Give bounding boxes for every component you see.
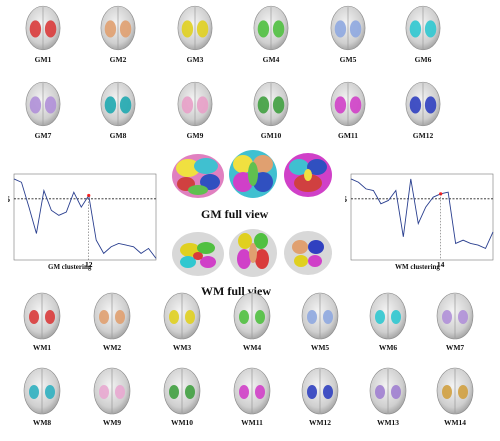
wm11-brain-image [233, 367, 271, 415]
gm5-label: GM5 [339, 55, 357, 64]
gm1-label: GM1 [34, 55, 52, 64]
wm1-brain-image [23, 292, 61, 340]
wm-plot-frame [350, 173, 494, 261]
gm3-brain-image [177, 5, 213, 51]
wm-full-back [284, 231, 332, 275]
wm8-label: WM8 [32, 418, 52, 427]
wm6-label: WM6 [378, 343, 398, 352]
gm8-label: GM8 [109, 131, 127, 140]
wm13-label: WM13 [376, 418, 400, 427]
gm12-brain-image [405, 81, 441, 127]
wm-series-line [350, 178, 494, 250]
wm14-brain-image [436, 367, 474, 415]
wm4-brain-image [233, 292, 271, 340]
gm11-brain-image [330, 81, 366, 127]
wm7-brain-image [436, 292, 474, 340]
wm10-brain-image [163, 367, 201, 415]
gm7-label: GM7 [34, 131, 52, 140]
wm5-brain-image [301, 292, 339, 340]
wm12-label: WM12 [308, 418, 332, 427]
wm2-brain-image [93, 292, 131, 340]
gm-clustering-chart: 0.85 12 [8, 173, 157, 269]
gm-series-line [13, 178, 157, 259]
wm10-label: WM10 [170, 418, 194, 427]
gm-chart-xlabel: GM clustering [48, 263, 92, 271]
wm14-label: WM14 [443, 418, 467, 427]
gm2-brain-image [100, 5, 136, 51]
wm9-brain-image [93, 367, 131, 415]
gm8-brain-image [100, 81, 136, 127]
wm-clustering-chart: 0.85 14 [345, 173, 494, 269]
gm12-label: GM12 [412, 131, 434, 140]
wm5-label: WM5 [310, 343, 330, 352]
gm-full-lateral [172, 154, 224, 198]
gm9-label: GM9 [186, 131, 204, 140]
wm8-brain-image [23, 367, 61, 415]
wm3-brain-image [163, 292, 201, 340]
wm-full-view-images [172, 229, 332, 277]
wm-full-lateral [172, 232, 224, 276]
gm6-brain-image [405, 5, 441, 51]
gm2-label: GM2 [109, 55, 127, 64]
wm11-label: WM11 [241, 418, 263, 427]
gm-full-view-label: GM full view [201, 207, 269, 221]
wm12-brain-image [301, 367, 339, 415]
gm4-brain-image [253, 5, 289, 51]
gm5-brain-image [330, 5, 366, 51]
gm-plot-frame [13, 173, 157, 261]
wm13-brain-image [369, 367, 407, 415]
wm-threshold-label: 0.85 [345, 195, 347, 204]
gm-full-top [229, 150, 277, 198]
wm3-label: WM3 [172, 343, 192, 352]
wm4-label: WM4 [242, 343, 262, 352]
gm-selected-k-label: 12 [85, 260, 93, 269]
gm10-brain-image [253, 81, 289, 127]
wm2-label: WM2 [102, 343, 122, 352]
gm7-brain-image [25, 81, 61, 127]
gm-full-back [284, 153, 332, 197]
wm6-brain-image [369, 292, 407, 340]
gm3-label: GM3 [186, 55, 204, 64]
gm1-brain-image [25, 5, 61, 51]
gm11-label: GM11 [338, 131, 358, 140]
gm9-brain-image [177, 81, 213, 127]
gm10-label: GM10 [260, 131, 282, 140]
gm6-label: GM6 [414, 55, 432, 64]
gm4-label: GM4 [262, 55, 280, 64]
wm7-label: WM7 [445, 343, 465, 352]
wm-chart-xlabel: WM clustering [395, 263, 440, 271]
wm-selected-k-label: 14 [437, 260, 445, 269]
gm-full-view-images [172, 150, 332, 198]
wm9-label: WM9 [102, 418, 122, 427]
wm1-label: WM1 [32, 343, 52, 352]
gm-threshold-label: 0.85 [8, 195, 10, 204]
wm-full-top [229, 229, 277, 277]
